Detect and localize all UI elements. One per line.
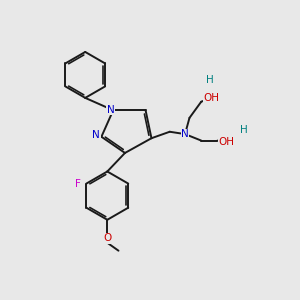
Text: N: N bbox=[107, 105, 115, 115]
Text: OH: OH bbox=[203, 93, 220, 103]
Text: H: H bbox=[240, 125, 248, 135]
Text: O: O bbox=[103, 233, 111, 243]
Text: N: N bbox=[92, 130, 100, 140]
Text: F: F bbox=[75, 178, 81, 189]
Text: OH: OH bbox=[219, 137, 235, 147]
Text: N: N bbox=[181, 129, 189, 139]
Text: H: H bbox=[206, 75, 214, 85]
